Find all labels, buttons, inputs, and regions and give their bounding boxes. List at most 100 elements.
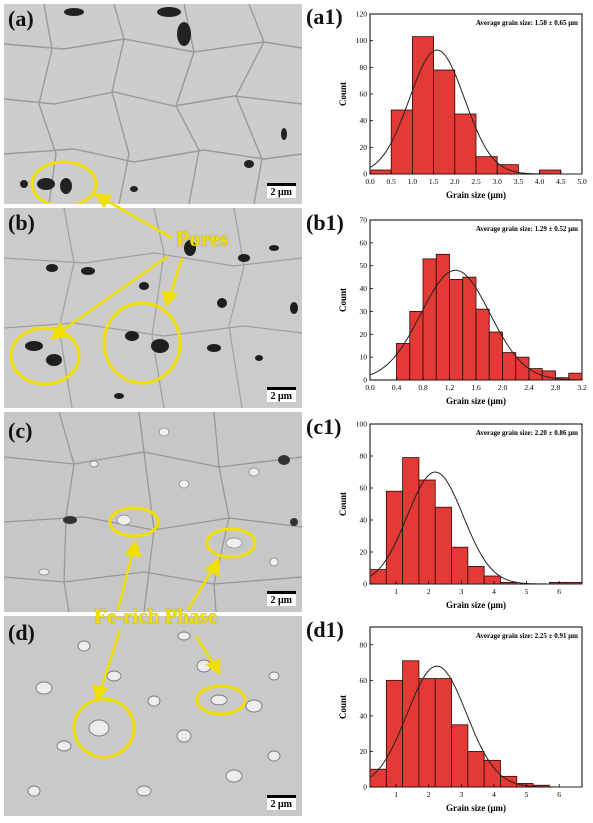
normal-fit-curve — [369, 49, 582, 175]
histogram-bar — [488, 331, 503, 381]
histogram-bar — [418, 479, 436, 585]
x-axis-label: Grain size (μm) — [446, 190, 506, 200]
x-tick-label: 4 — [492, 587, 496, 596]
x-tick-label: 2.0 — [498, 383, 508, 392]
histogram-c1: (c1) 1 2 3 4 5 6 0 20 40 60 80 100 Grain size (μm) Co… — [306, 414, 592, 619]
x-tick-label: 3 — [459, 790, 463, 799]
histogram-bar — [500, 775, 518, 788]
x-tick-label: 0.5 — [387, 177, 397, 186]
x-tick-label: 2 — [427, 587, 431, 596]
histogram-bar — [369, 169, 392, 175]
y-axis-label: Count — [338, 492, 348, 516]
histogram-bar — [412, 36, 435, 175]
x-tick-label: 4.0 — [535, 177, 545, 186]
x-tick-label: 2 — [427, 790, 431, 799]
x-tick-label: 3.0 — [493, 177, 503, 186]
y-tick-label: 80 — [360, 63, 368, 72]
y-tick-label: 30 — [360, 307, 368, 316]
x-tick-label: 0.8 — [418, 383, 428, 392]
x-tick-label: 0.0 — [365, 177, 375, 186]
histogram-bar — [475, 308, 490, 381]
panel-label-b: (b) — [8, 210, 35, 235]
y-axis-label: Count — [338, 288, 348, 312]
x-tick-label: 4 — [492, 790, 496, 799]
fe-rich-phase-label: Fe-rich Phase — [94, 604, 218, 628]
panel-label-c: (c) — [8, 418, 33, 443]
chart-label-a1: (a1) — [306, 4, 343, 29]
y-tick-label: 70 — [360, 216, 368, 225]
histogram-bar — [434, 678, 452, 788]
average-grain-size-label: Average grain size: 1.58 ± 0.65 μm — [476, 19, 578, 27]
histogram-bar — [433, 69, 456, 175]
x-tick-label: 5 — [525, 790, 529, 799]
scale-bar-a: 2 μm — [266, 183, 296, 198]
y-axis-label: Count — [338, 82, 348, 106]
histogram-bar — [568, 372, 583, 381]
x-tick-label: 3.5 — [514, 177, 524, 186]
x-tick-label: 6 — [557, 790, 561, 799]
scale-bar-c: 2 μm — [266, 591, 296, 606]
histogram-bar — [451, 546, 469, 585]
y-tick-label: 60 — [360, 676, 368, 685]
x-tick-label: 5 — [525, 587, 529, 596]
y-tick-label: 60 — [360, 90, 368, 99]
histogram-bar — [483, 759, 501, 788]
micrograph-d-texture — [4, 616, 302, 816]
normal-fit-curve — [369, 665, 582, 788]
panel-label-d: (d) — [8, 620, 35, 645]
scale-bar-b: 2 μm — [266, 387, 296, 402]
histogram-bar — [385, 679, 404, 788]
y-tick-label: 120 — [356, 10, 368, 19]
histogram-bar — [541, 370, 556, 381]
x-tick-label: 3.2 — [577, 383, 587, 392]
histogram-bar — [502, 352, 517, 381]
y-tick-label: 0 — [363, 580, 367, 589]
micrograph-b: (b) 2 μm — [4, 208, 302, 408]
y-tick-label: 40 — [360, 516, 368, 525]
pores-label: Pores — [176, 226, 229, 251]
panel-label-a: (a) — [8, 6, 34, 31]
chart-label-c1: (c1) — [306, 414, 342, 439]
y-tick-label: 40 — [360, 711, 368, 720]
average-grain-size-label: Average grain size: 2.20 ± 0.86 μm — [476, 429, 578, 437]
histogram-bar — [451, 724, 469, 788]
x-tick-label: 1.5 — [429, 177, 439, 186]
histogram-bar — [418, 678, 436, 788]
chart-label-b1: (b1) — [306, 210, 344, 235]
x-tick-label: 0.4 — [392, 383, 402, 392]
histogram-bar — [434, 506, 452, 585]
x-tick-label: 1.2 — [445, 383, 455, 392]
y-tick-label: 60 — [360, 238, 368, 247]
x-tick-label: 1.0 — [408, 177, 418, 186]
x-tick-label: 1.6 — [471, 383, 481, 392]
x-axis-label: Grain size (μm) — [446, 600, 506, 610]
histogram-bar — [369, 569, 387, 585]
x-tick-label: 2.0 — [450, 177, 460, 186]
histogram-bar — [467, 565, 485, 585]
x-tick-label: 1 — [394, 587, 398, 596]
micrograph-a: (a) 2 μm — [4, 4, 302, 204]
scale-bar-d: 2 μm — [266, 795, 296, 810]
histogram-bar — [515, 356, 530, 381]
histogram-bar — [449, 279, 464, 381]
y-tick-label: 0 — [363, 783, 367, 792]
y-tick-label: 80 — [360, 452, 368, 461]
histogram-d1: (d1) 1 2 3 4 5 6 0 20 40 60 80 Grain size (μm) Count… — [306, 617, 592, 822]
histogram-b1-svg: 0.0 0.4 0.8 1.2 1.6 2.0 2.4 2.8 3.2 0 10 20 30 40 50 60… — [338, 216, 587, 407]
x-tick-label: 2.8 — [551, 383, 561, 392]
x-tick-label: 6 — [557, 587, 561, 596]
histogram-bar — [396, 343, 411, 381]
histogram-bar — [385, 490, 404, 585]
histogram-bar — [462, 276, 477, 381]
micrograph-d: (d) 2 μm — [4, 616, 302, 816]
histogram-a1: (a1) 0.0 0.5 1.0 1.5 2.0 2.5 3.0 3.5 4.0 4.5 5.0 0 2… — [306, 4, 592, 209]
x-tick-label: 2.4 — [524, 383, 534, 392]
y-tick-label: 50 — [360, 261, 368, 270]
x-axis-label: Grain size (μm) — [446, 396, 506, 406]
average-grain-size-label: Average grain size: 2.25 ± 0.91 μm — [476, 632, 578, 640]
micrograph-a-texture — [4, 4, 302, 204]
y-tick-label: 100 — [356, 36, 368, 45]
x-tick-label: 2.5 — [471, 177, 481, 186]
histogram-bar — [454, 113, 477, 175]
